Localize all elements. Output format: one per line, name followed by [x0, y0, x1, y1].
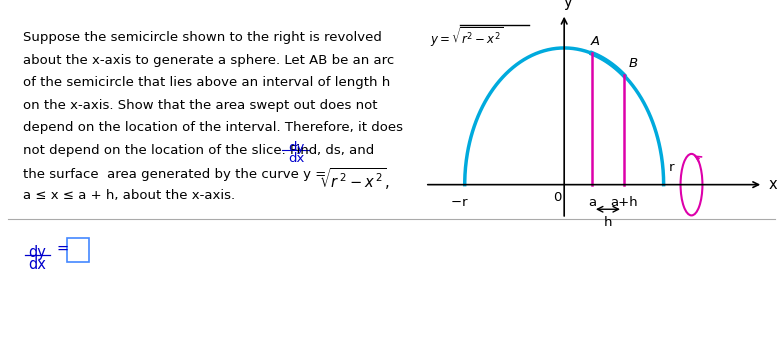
Text: Suppose the semicircle shown to the right is revolved: Suppose the semicircle shown to the righ…: [23, 31, 382, 44]
Text: dx: dx: [29, 257, 46, 272]
Text: a: a: [588, 196, 596, 209]
Text: not depend on the location of the slice. Find: not depend on the location of the slice.…: [23, 144, 318, 157]
Text: $y=\sqrt{r^2-x^2}$: $y=\sqrt{r^2-x^2}$: [430, 25, 503, 49]
Text: =: =: [56, 240, 68, 256]
Text: about the x-axis to generate a sphere. Let AB be an arc: about the x-axis to generate a sphere. L…: [23, 54, 395, 67]
Text: dy: dy: [29, 245, 46, 260]
Text: on the x-axis. Show that the area swept out does not: on the x-axis. Show that the area swept …: [23, 99, 378, 112]
Text: , ds, and: , ds, and: [317, 144, 374, 157]
Text: dx: dx: [288, 152, 304, 165]
Text: depend on the location of the interval. Therefore, it does: depend on the location of the interval. …: [23, 121, 403, 134]
Text: B: B: [629, 57, 638, 70]
Text: $\sqrt{r^{\,2}-x^{\,2}}$,: $\sqrt{r^{\,2}-x^{\,2}}$,: [319, 167, 390, 193]
Text: the surface  area generated by the curve y =: the surface area generated by the curve …: [23, 168, 327, 181]
Text: $-$r: $-$r: [450, 196, 469, 209]
Text: dy: dy: [288, 141, 304, 153]
Text: y: y: [564, 0, 572, 10]
Text: a+h: a+h: [610, 196, 637, 209]
Text: 0: 0: [553, 192, 561, 204]
Text: a ≤ x ≤ a + h, about the x-axis.: a ≤ x ≤ a + h, about the x-axis.: [23, 189, 236, 202]
Text: of the semicircle that lies above an interval of length h: of the semicircle that lies above an int…: [23, 76, 391, 89]
FancyBboxPatch shape: [67, 238, 89, 262]
Text: r: r: [669, 161, 674, 174]
Text: A: A: [590, 35, 600, 48]
Text: h: h: [604, 216, 612, 229]
Text: x: x: [768, 177, 777, 192]
